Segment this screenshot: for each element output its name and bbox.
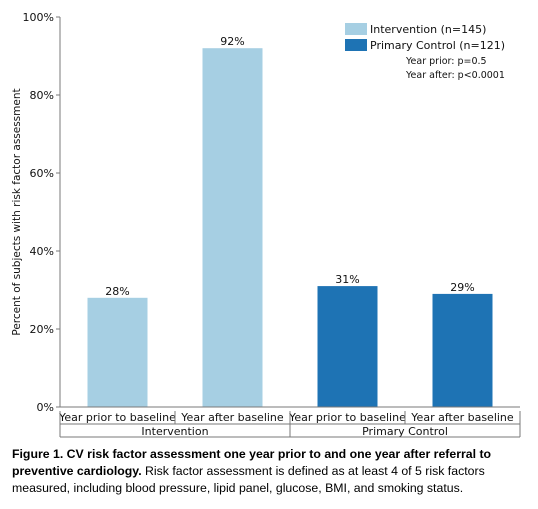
y-axis: 0% 20% 40% 60% 80% 100% — [23, 11, 61, 414]
bar-value-label: 29% — [450, 281, 474, 294]
x-category-label: Year after baseline — [410, 411, 514, 424]
x-group-label: Primary Control — [362, 425, 448, 438]
y-tick-label: 60% — [30, 167, 54, 180]
legend-label: Primary Control (n=121) — [370, 39, 505, 52]
x-category-label: Year prior to baseline — [288, 411, 406, 424]
x-category-label: Year prior to baseline — [58, 411, 176, 424]
p-value-annotation: Year after: p<0.0001 — [405, 70, 505, 81]
bars: 28% 92% 31% 29% — [87, 35, 493, 407]
y-tick-label: 0% — [37, 401, 54, 414]
p-value-annotation: Year prior: p=0.5 — [405, 56, 487, 67]
legend: Intervention (n=145) Primary Control (n=1… — [345, 23, 505, 81]
x-category-label: Year after baseline — [180, 411, 284, 424]
figure-caption-text: Risk factor assessment is defined as at … — [12, 464, 485, 495]
figure-caption: Figure 1. CV risk factor assessment one … — [12, 446, 532, 497]
bar-value-label: 28% — [105, 285, 129, 298]
bar — [202, 48, 263, 407]
legend-swatch — [345, 39, 367, 51]
bar-chart: 0% 20% 40% 60% 80% 100% 28% 92% 31% 29% Year pri… — [11, 11, 521, 438]
bar — [317, 286, 378, 407]
y-tick-label: 100% — [23, 11, 54, 24]
x-axis: Year prior to baseline Year after baselin… — [58, 406, 521, 438]
figure-caption-title: Figure 1. CV risk factor assessment one … — [12, 447, 492, 478]
legend-label: Intervention (n=145) — [370, 23, 486, 36]
y-tick-label: 40% — [30, 245, 54, 258]
x-group-label: Intervention — [141, 425, 208, 438]
bar-value-label: 92% — [220, 35, 244, 48]
legend-swatch — [345, 23, 367, 35]
y-tick-label: 80% — [30, 89, 54, 102]
bar — [87, 297, 148, 407]
y-axis-label: Percent of subjects with risk factor ass… — [11, 88, 23, 335]
y-tick-label: 20% — [30, 323, 54, 336]
bar-value-label: 31% — [335, 273, 359, 286]
bar — [432, 293, 493, 407]
